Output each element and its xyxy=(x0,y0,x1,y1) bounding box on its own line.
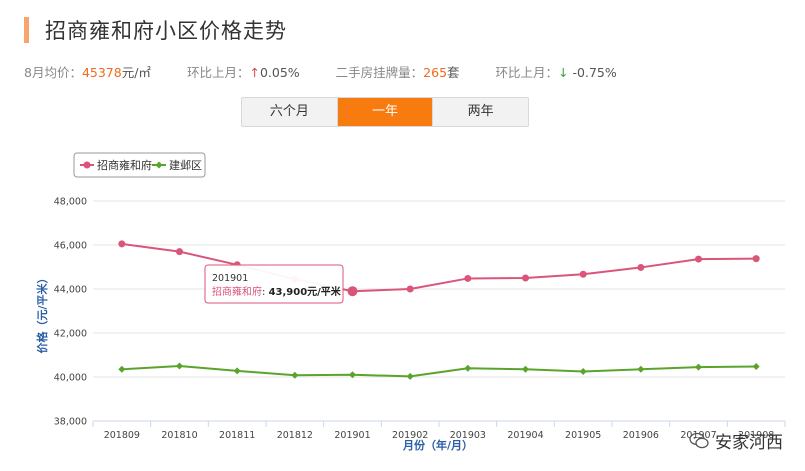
tooltip-value: 43,900元/平米 xyxy=(269,285,342,298)
avg-price-value: 45378 xyxy=(81,65,122,80)
series1-point[interactable] xyxy=(464,274,472,282)
series1-point[interactable] xyxy=(637,263,645,271)
listing-label: 二手房挂牌量： xyxy=(335,65,424,80)
series1-point[interactable] xyxy=(752,255,760,263)
y-tick-label: 48,000 xyxy=(54,197,87,208)
x-tick-label: 201812 xyxy=(277,430,313,441)
mom-listing-stat: 环比上月：↓ -0.75% xyxy=(496,62,617,81)
series2-point[interactable] xyxy=(637,365,645,373)
y-tick-label: 44,000 xyxy=(54,285,87,296)
page-title: 招商雍和府小区价格走势 xyxy=(45,19,287,43)
x-tick-label: 201908 xyxy=(738,430,774,441)
x-tick-label: 201904 xyxy=(507,430,543,441)
tooltip-month: 201901 xyxy=(212,273,248,284)
svg-text:招商雍和府: 43,900元/平米: 招商雍和府: 43,900元/平米 xyxy=(212,285,342,298)
series1-point[interactable] xyxy=(118,240,126,248)
page-header: 招商雍和府小区价格走势 xyxy=(24,14,287,46)
arrow-up-icon: ↑ xyxy=(249,65,260,80)
watermark-text: 安家河西 xyxy=(715,433,783,453)
tab-six-months[interactable]: 六个月 xyxy=(269,104,309,119)
avg-price-stat: 8月均价：45378元/㎡ xyxy=(24,62,151,81)
x-tick-label: 201906 xyxy=(623,430,659,441)
arrow-down-icon: ↓ xyxy=(558,65,569,80)
watermark: 安家河西 xyxy=(689,428,783,453)
series2-point[interactable] xyxy=(752,362,760,370)
y-axis-title: 价格（元/平米） xyxy=(35,272,49,353)
series2-point[interactable] xyxy=(349,371,356,379)
series2-point[interactable] xyxy=(233,367,241,375)
wechat-icon xyxy=(689,432,709,448)
y-tick-label: 38,000 xyxy=(54,417,87,428)
legend-item-series1[interactable]: 招商雍和府 xyxy=(97,158,152,172)
listing-unit: 套 xyxy=(447,65,460,80)
avg-price-label: 8月均价： xyxy=(24,65,82,80)
x-tick-label: 201903 xyxy=(450,430,486,441)
series2-point[interactable] xyxy=(118,365,126,373)
y-tick-label: 42,000 xyxy=(54,329,87,340)
series1-point[interactable] xyxy=(522,274,529,282)
series2-point[interactable] xyxy=(176,362,183,370)
series1-point[interactable] xyxy=(695,255,702,263)
tab-one-year[interactable]: 一年 xyxy=(336,98,433,126)
series2-point[interactable] xyxy=(522,365,529,373)
x-tick-label: 201905 xyxy=(565,430,601,441)
series2-point[interactable] xyxy=(406,372,414,380)
series1-point[interactable] xyxy=(579,270,587,278)
period-tabs: 六个月 一年 两年 xyxy=(241,97,529,127)
tab-two-years[interactable]: 两年 xyxy=(432,98,528,126)
x-tick-label: 201811 xyxy=(219,430,255,441)
price-trend-chart: 38,000 40,000 42,000 44,000 46,000 48,000 2018… xyxy=(35,152,786,452)
y-tick-label: 46,000 xyxy=(54,241,87,252)
mom-value: 0.05% xyxy=(259,65,300,80)
series2-point[interactable] xyxy=(464,364,472,372)
chart-legend: 招商雍和府 建邺区 xyxy=(73,152,206,178)
x-tick-label: 201809 xyxy=(104,430,140,441)
series2-point[interactable] xyxy=(579,368,587,375)
chart-tooltip: 201901 招商雍和府: 43,900元/平米 xyxy=(204,264,344,304)
series1-point[interactable] xyxy=(176,248,183,256)
series1-point[interactable] xyxy=(406,285,414,293)
mom2-label: 环比上月： xyxy=(495,65,559,80)
series1-point[interactable] xyxy=(347,286,358,297)
y-tick-label: 40,000 xyxy=(54,373,87,384)
listing-stat: 二手房挂牌量：265套 xyxy=(336,62,460,81)
series-line-2 xyxy=(121,364,757,378)
mom-price-stat: 环比上月：↑0.05% xyxy=(187,62,300,81)
mom2-value: -0.75% xyxy=(568,65,617,80)
series2-point[interactable] xyxy=(291,371,299,379)
mom-label: 环比上月： xyxy=(186,65,250,80)
x-tick-label: 201902 xyxy=(392,430,428,441)
x-axis-title: 月份（年/月） xyxy=(402,438,473,452)
series-line-1 xyxy=(121,242,757,293)
title-accent-bar xyxy=(24,17,29,43)
listing-value: 265 xyxy=(423,65,448,80)
x-tick-label: 201810 xyxy=(161,430,197,441)
tooltip-series-name: 招商雍和府 xyxy=(212,285,262,298)
x-tick-label: 201901 xyxy=(334,430,370,441)
legend-item-series2[interactable]: 建邺区 xyxy=(169,158,202,172)
x-tick-label: 201907 xyxy=(680,430,716,441)
series2-point[interactable] xyxy=(695,363,702,371)
avg-price-unit: 元/㎡ xyxy=(121,65,151,80)
price-stats: 8月均价：45378元/㎡ 环比上月：↑0.05% 二手房挂牌量：265套 环比… xyxy=(24,62,653,81)
